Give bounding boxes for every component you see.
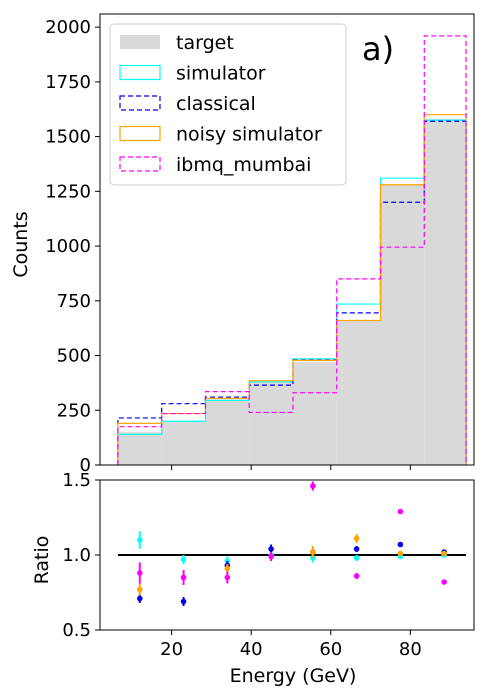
target-bin: [424, 119, 467, 466]
target-bin: [205, 399, 250, 465]
y-tick-label: 2000: [45, 17, 91, 38]
ratio-point: [353, 546, 360, 552]
target-bin: [249, 381, 293, 465]
ratio-point: [268, 546, 274, 552]
legend-label: classical: [176, 93, 256, 115]
legend-label: ibmq_mumbai: [176, 154, 311, 176]
ratio-point: [310, 483, 316, 489]
ratio-point: [136, 537, 143, 543]
ratio-point: [353, 555, 360, 561]
x-tick-label: 20: [160, 639, 183, 660]
x-tick-label: 40: [240, 639, 263, 660]
histogram-series: [117, 35, 467, 465]
ratio-point: [310, 549, 316, 555]
ratio-point: [180, 598, 187, 605]
ratio-point: [353, 573, 360, 579]
ratio-point: [224, 574, 231, 581]
legend: target simulator classical noisy simulator i…: [109, 23, 347, 186]
ratio-y-axis-label: Ratio: [31, 536, 53, 585]
ibmq-mumbai-histogram-line: [117, 35, 467, 465]
y-tick-label: 1250: [45, 181, 91, 202]
y-tick-label: 0.5: [62, 620, 91, 641]
ratio-point: [268, 553, 274, 560]
ratio-panel: 0.5 1.0 1.5 20 40 60 80 Ratio Energy (GeV): [31, 470, 475, 687]
y-tick-label: 0: [80, 455, 91, 476]
legend-label: noisy simulator: [176, 124, 322, 146]
ratio-point: [180, 574, 187, 581]
counts-axes-frame: [99, 13, 475, 466]
legend-label: target: [176, 32, 234, 54]
legend-box: [109, 23, 347, 186]
ratio-x-ticks: 20 40 60 80: [160, 630, 422, 660]
panel-label: a): [362, 30, 394, 68]
ratio-point: [136, 570, 143, 576]
y-tick-label: 1.5: [62, 470, 91, 491]
x-tick-label: 80: [399, 639, 422, 660]
ratio-point: [136, 595, 143, 602]
ratio-point: [397, 508, 404, 515]
ratio-point: [224, 565, 231, 572]
legend-swatch: [119, 64, 161, 81]
ratio-point: [441, 579, 447, 585]
ratio-y-ticks: 0.5 1.0 1.5: [62, 470, 100, 641]
target-bin: [380, 184, 425, 466]
energy-x-axis-label: Energy (GeV): [230, 665, 357, 687]
y-tick-label: 250: [57, 400, 91, 421]
ratio-points: [136, 481, 447, 606]
y-tick-label: 750: [57, 291, 91, 312]
legend-swatch: [119, 95, 161, 111]
counts-x-ticks: [171, 465, 411, 470]
target-bin: [117, 432, 162, 465]
ratio-point: [353, 535, 360, 542]
legend-label: simulator: [176, 63, 266, 85]
legend-swatch: [119, 125, 161, 142]
target-bin: [292, 362, 337, 465]
y-tick-label: 1500: [45, 127, 91, 148]
counts-panel: 0 250 500 750 1000 1250 1500 1750 2000 Counts a)…: [10, 13, 475, 476]
y-tick-label: 1000: [45, 236, 91, 257]
legend-swatch: [120, 35, 160, 49]
y-tick-label: 500: [57, 346, 91, 367]
ratio-point: [136, 586, 143, 593]
legend-swatch: [119, 156, 161, 172]
counts-y-ticks: 0 250 500 750 1000 1250 1500 1750 2000: [45, 17, 100, 476]
ratio-point: [441, 550, 447, 557]
target-bin: [161, 421, 206, 465]
ratio-point: [397, 541, 404, 548]
noisy-simulator-histogram-line: [117, 114, 467, 465]
ratio-point: [397, 550, 404, 557]
y-tick-label: 1.0: [62, 545, 91, 566]
histogram-bins: [117, 119, 467, 466]
target-bin: [336, 320, 381, 465]
ratio-point: [180, 556, 187, 563]
counts-y-axis-label: Counts: [10, 211, 32, 277]
y-tick-label: 1750: [45, 72, 91, 93]
x-tick-label: 60: [319, 639, 342, 660]
